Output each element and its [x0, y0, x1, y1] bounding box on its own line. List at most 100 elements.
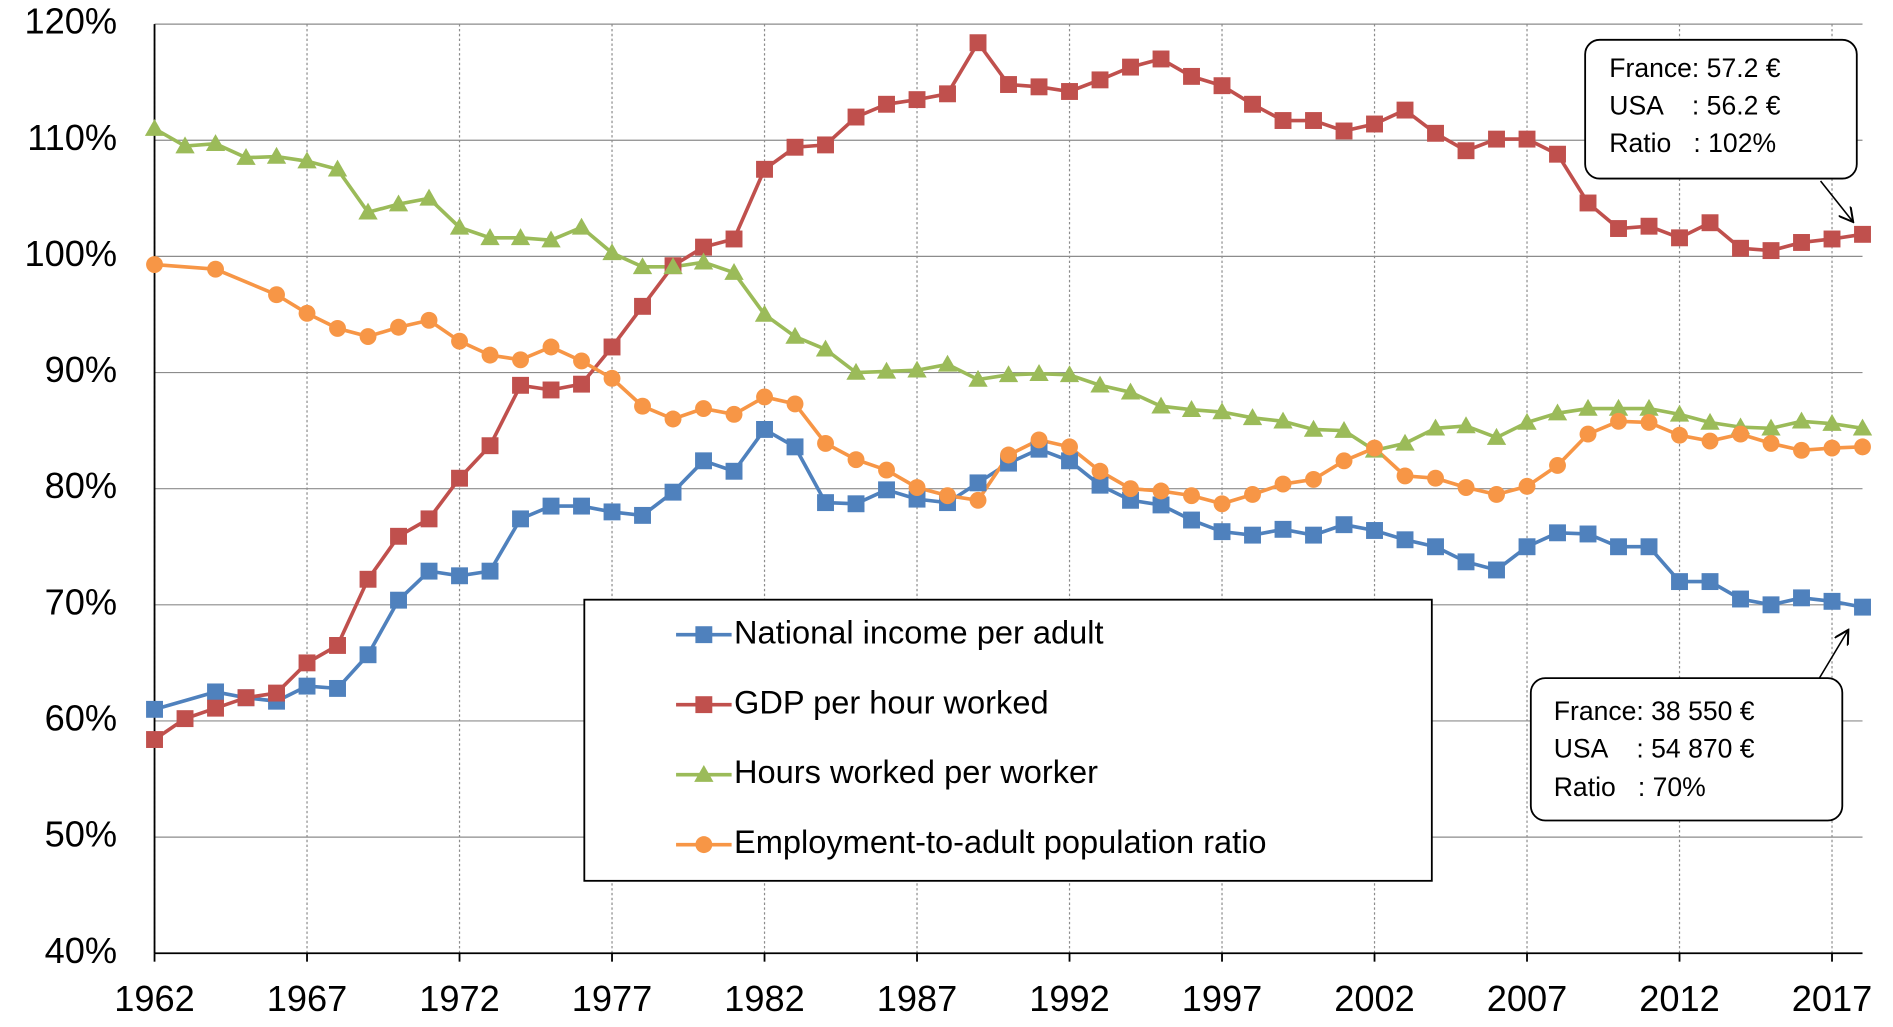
marker	[1122, 491, 1139, 509]
marker	[512, 376, 529, 394]
marker	[1793, 589, 1810, 607]
marker	[1608, 398, 1629, 416]
marker	[969, 34, 987, 52]
marker	[420, 510, 438, 528]
y-tick-label: 110%	[27, 117, 117, 158]
marker	[1030, 78, 1048, 96]
marker	[1305, 470, 1322, 488]
marker	[1181, 400, 1202, 417]
marker	[1762, 434, 1780, 452]
marker	[1640, 538, 1658, 556]
marker	[1671, 229, 1688, 247]
marker	[754, 304, 775, 322]
marker	[1610, 412, 1627, 430]
marker	[1122, 480, 1139, 498]
marker	[695, 626, 713, 644]
marker	[1091, 462, 1109, 480]
x-tick-label: 1972	[419, 978, 500, 1019]
marker	[908, 91, 926, 109]
marker	[1457, 479, 1475, 496]
annotation: France: 57.2 € USA : 56.2 € Ratio : 102%	[1584, 38, 1858, 222]
marker	[327, 159, 348, 177]
marker	[878, 461, 895, 479]
marker	[1579, 194, 1597, 212]
annotation-text: USA : 56.2 €	[1609, 90, 1780, 120]
marker	[756, 421, 773, 438]
marker	[573, 352, 590, 370]
marker	[419, 188, 439, 206]
marker	[1396, 101, 1414, 119]
marker	[1579, 425, 1597, 443]
marker	[298, 677, 316, 695]
marker	[1486, 427, 1507, 445]
marker	[542, 381, 560, 399]
marker	[634, 297, 651, 315]
x-tick-label: 1962	[114, 978, 195, 1019]
marker	[359, 646, 377, 664]
marker	[1120, 382, 1141, 400]
marker	[1273, 411, 1293, 429]
marker	[1274, 112, 1292, 129]
marker	[1244, 486, 1261, 503]
marker	[1732, 239, 1749, 257]
marker	[724, 263, 744, 280]
marker	[786, 438, 804, 456]
marker	[1518, 477, 1536, 495]
marker	[1029, 364, 1049, 381]
marker	[207, 699, 224, 717]
marker	[908, 479, 926, 496]
y-tick-label: 100%	[25, 233, 118, 274]
marker	[449, 217, 470, 235]
marker	[939, 85, 956, 103]
marker	[1701, 573, 1719, 591]
marker	[695, 238, 712, 256]
marker	[1762, 242, 1780, 260]
y-tick-label: 50%	[45, 814, 117, 855]
marker	[1183, 511, 1200, 529]
marker	[756, 160, 773, 178]
marker	[205, 134, 226, 151]
marker	[1305, 112, 1322, 129]
marker	[1852, 418, 1873, 436]
marker	[632, 257, 653, 275]
marker	[1518, 130, 1536, 148]
marker	[1517, 412, 1537, 430]
marker	[1700, 412, 1720, 430]
marker	[1456, 416, 1476, 434]
marker	[1152, 482, 1170, 500]
marker	[1761, 418, 1781, 436]
marker	[298, 304, 316, 322]
marker	[1793, 441, 1810, 459]
marker	[207, 683, 224, 701]
marker	[1366, 115, 1383, 133]
marker	[1701, 432, 1719, 450]
x-tick-label: 1982	[724, 978, 805, 1019]
annotation-text: Ratio : 70%	[1554, 772, 1706, 802]
marker	[634, 397, 651, 415]
marker	[1823, 592, 1841, 610]
marker	[1061, 452, 1078, 470]
marker	[1335, 516, 1353, 534]
marker	[1427, 538, 1444, 556]
x-tick-label: 2002	[1334, 978, 1415, 1019]
marker	[1578, 398, 1598, 416]
marker	[1549, 457, 1566, 474]
marker	[1242, 408, 1263, 426]
marker	[634, 506, 651, 524]
marker	[664, 483, 682, 501]
annotation-box	[1529, 677, 1844, 822]
marker	[817, 136, 834, 154]
marker	[695, 452, 712, 470]
marker	[663, 257, 683, 275]
marker	[1030, 431, 1048, 449]
marker	[1549, 524, 1566, 542]
marker	[1152, 496, 1170, 514]
marker	[329, 679, 346, 697]
marker	[725, 462, 743, 480]
marker	[786, 138, 804, 156]
marker	[451, 469, 468, 487]
marker	[786, 395, 804, 413]
marker	[908, 490, 926, 508]
marker	[571, 217, 592, 235]
